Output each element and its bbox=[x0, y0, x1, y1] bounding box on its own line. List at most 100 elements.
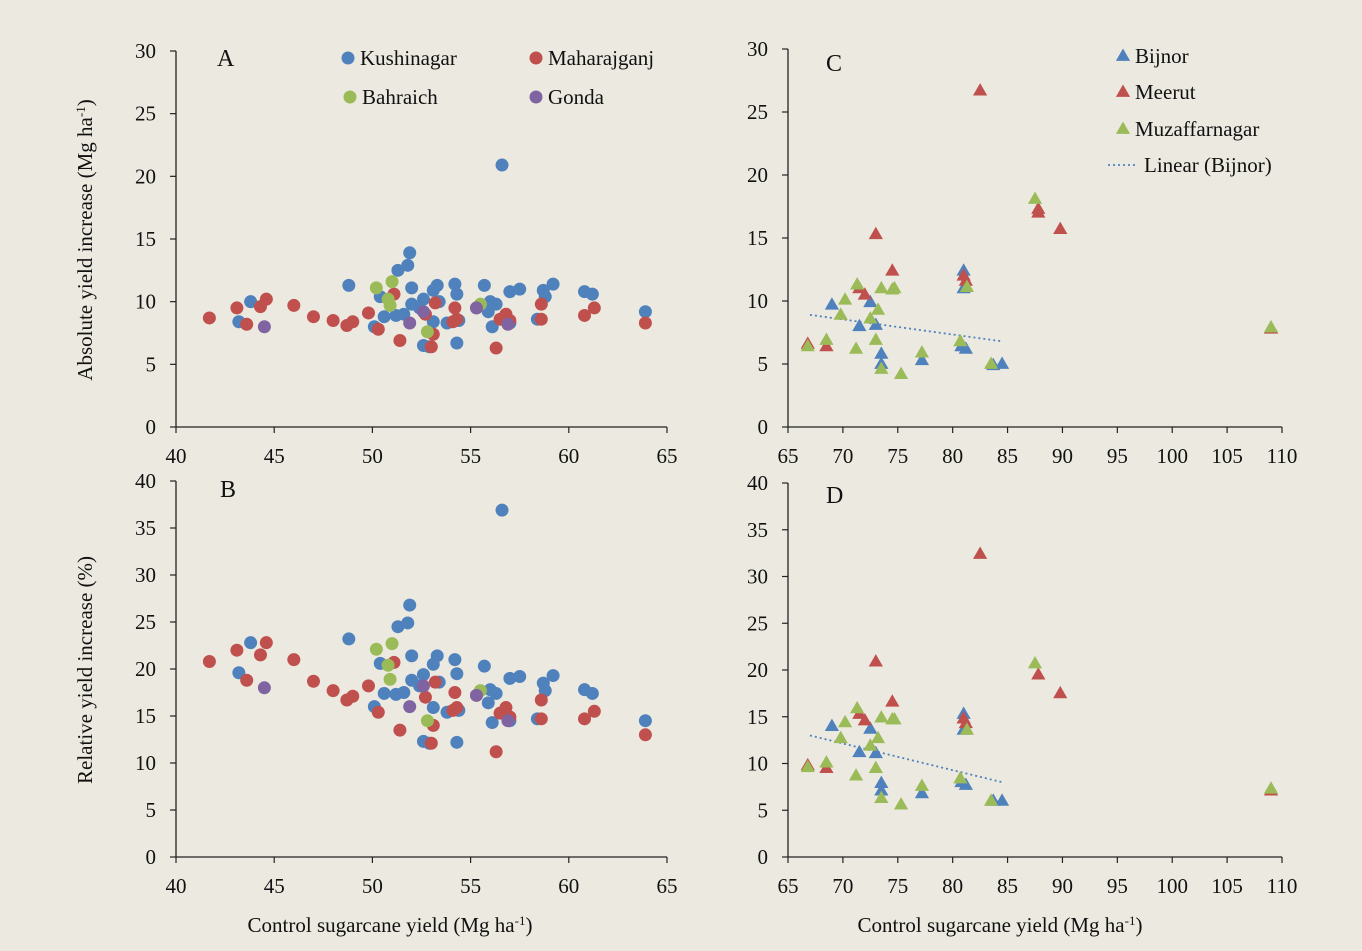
y-tick-label: 0 bbox=[758, 845, 769, 869]
data-point bbox=[874, 361, 889, 374]
data-point bbox=[469, 301, 483, 315]
x-tick-label: 55 bbox=[460, 444, 481, 468]
legend-item: Bahraich bbox=[343, 85, 438, 109]
data-point bbox=[585, 287, 599, 301]
y-tick-label: 30 bbox=[747, 37, 768, 61]
data-point bbox=[546, 669, 560, 683]
legend-label: Bahraich bbox=[362, 85, 438, 109]
legend-marker bbox=[341, 51, 355, 65]
data-point bbox=[578, 308, 592, 322]
data-point bbox=[953, 770, 968, 784]
data-point bbox=[371, 705, 385, 719]
legend-item: Gonda bbox=[529, 85, 605, 109]
y-tick-label: 5 bbox=[758, 352, 769, 376]
data-point bbox=[578, 712, 592, 726]
data-point bbox=[885, 263, 900, 276]
data-point bbox=[230, 643, 244, 657]
data-point bbox=[253, 648, 267, 662]
data-point bbox=[819, 338, 834, 352]
data-point bbox=[958, 715, 973, 729]
x-tick-label: 95 bbox=[1107, 444, 1128, 468]
data-point bbox=[448, 277, 462, 291]
data-point bbox=[450, 312, 464, 326]
data-point bbox=[385, 275, 399, 289]
data-point bbox=[259, 292, 273, 306]
legend-item: Kushinagar bbox=[341, 46, 457, 70]
panel-label: C bbox=[826, 51, 842, 77]
x-tick-label: 50 bbox=[362, 874, 383, 898]
data-point bbox=[972, 83, 988, 96]
ylabel-label-end: ) bbox=[73, 99, 97, 106]
data-point bbox=[914, 785, 930, 799]
data-point bbox=[501, 714, 515, 728]
data-point bbox=[534, 297, 548, 311]
data-point bbox=[868, 332, 883, 345]
data-point bbox=[450, 287, 464, 301]
data-point bbox=[914, 352, 930, 366]
legend-label: Bijnor bbox=[1135, 44, 1189, 68]
y-tick-label: 40 bbox=[135, 469, 156, 493]
x-tick-label: 40 bbox=[166, 444, 187, 468]
data-point bbox=[383, 298, 397, 312]
x-tick-label: 65 bbox=[657, 874, 678, 898]
data-point bbox=[287, 653, 301, 667]
data-point bbox=[377, 686, 391, 700]
x-tick-label: 70 bbox=[832, 444, 853, 468]
data-point bbox=[850, 700, 865, 714]
data-point bbox=[959, 279, 975, 293]
data-point bbox=[863, 311, 878, 324]
x-tick-label: 60 bbox=[558, 444, 579, 468]
data-point bbox=[534, 312, 548, 326]
legend-marker bbox=[1115, 84, 1131, 97]
data-point bbox=[501, 317, 515, 331]
data-point bbox=[240, 317, 254, 331]
xlabel-label-end: ) bbox=[1135, 913, 1142, 937]
data-point bbox=[1031, 205, 1046, 218]
legend-label: Kushinagar bbox=[360, 46, 457, 70]
data-point bbox=[485, 716, 499, 730]
series-muzaffarnagar bbox=[800, 191, 1279, 379]
data-point bbox=[994, 793, 1010, 806]
data-point bbox=[495, 503, 509, 517]
data-point bbox=[887, 712, 902, 725]
series-maharajganj bbox=[202, 636, 652, 759]
x-tick-label: 110 bbox=[1267, 444, 1298, 468]
data-point bbox=[874, 783, 889, 796]
xlabel-label: Control sugarcane yield (Mg ha-1) bbox=[858, 913, 1143, 938]
chart-panel-a: 0 5 10 15 20 25 30 40 45 50 55 60 65 Absolute yield i… bbox=[73, 39, 678, 468]
data-point bbox=[342, 278, 356, 292]
chart-panel-d: 0 5 10 15 20 25 30 35 40 65 70 75 80 85 90 95 100 105 110 C… bbox=[747, 471, 1297, 937]
data-point bbox=[450, 701, 464, 715]
data-point bbox=[868, 760, 883, 774]
legend-label: Linear (Bijnor) bbox=[1144, 153, 1272, 177]
chart-panel-c: 0 5 10 15 20 25 30 65 70 75 80 85 90 95 100 105 110 C Bijn… bbox=[747, 37, 1297, 468]
y-tick-label: 35 bbox=[135, 516, 156, 540]
data-point bbox=[405, 649, 419, 663]
data-point bbox=[416, 679, 430, 693]
y-tick-label: 35 bbox=[747, 518, 768, 542]
data-point bbox=[848, 341, 864, 354]
series-gonda bbox=[257, 679, 515, 728]
data-point bbox=[824, 297, 840, 310]
data-point bbox=[489, 341, 503, 355]
y-tick-label: 20 bbox=[135, 164, 156, 188]
data-point bbox=[863, 294, 878, 308]
series-bahraich bbox=[369, 275, 487, 339]
data-point bbox=[1031, 667, 1046, 680]
x-tick-label: 80 bbox=[942, 444, 963, 468]
data-point bbox=[958, 777, 973, 790]
legend-label: Muzaffarnagar bbox=[1135, 117, 1259, 141]
series-gonda bbox=[257, 301, 515, 334]
data-point bbox=[874, 280, 889, 294]
data-point bbox=[424, 340, 438, 354]
data-point bbox=[503, 671, 517, 685]
data-point bbox=[495, 158, 509, 172]
y-tick-label: 10 bbox=[135, 290, 156, 314]
data-point bbox=[240, 673, 254, 687]
x-tick-label: 85 bbox=[997, 874, 1018, 898]
x-tick-label: 65 bbox=[657, 444, 678, 468]
x-tick-label: 60 bbox=[558, 874, 579, 898]
data-point bbox=[377, 310, 391, 324]
data-point bbox=[403, 246, 417, 260]
